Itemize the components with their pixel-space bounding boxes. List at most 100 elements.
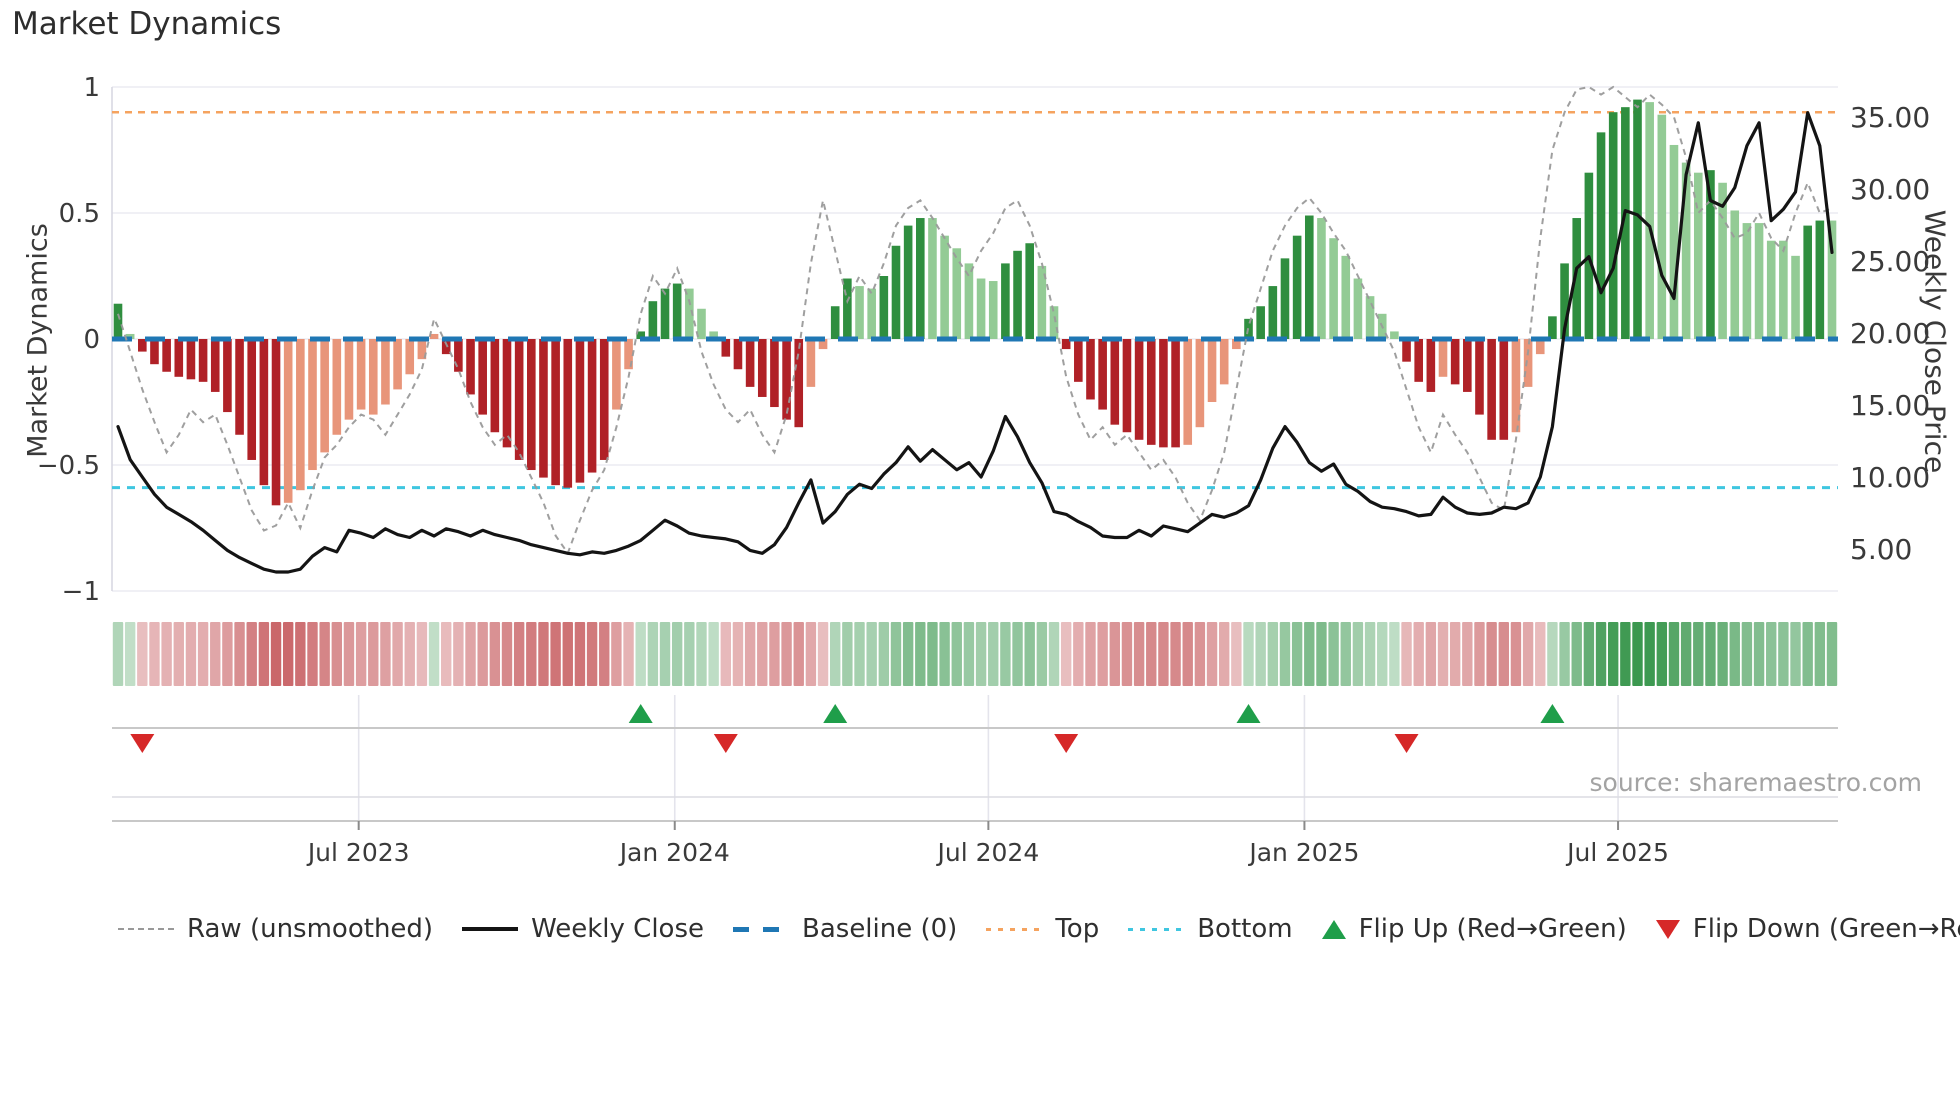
oscillator-bar [575,339,585,483]
oscillator-bar [1633,99,1642,339]
tri-down-swatch-icon [1655,919,1680,939]
oscillator-bar [988,281,998,339]
heatmap-cell [963,622,975,686]
heatmap-cell [599,622,610,686]
heatmap-cell [477,622,488,686]
heatmap-cell [793,622,804,686]
heatmap-cell [392,622,403,686]
flip-up-marker [823,704,848,723]
heatmap-cell [319,622,330,686]
heatmap-cell [1449,622,1461,686]
oscillator-bar [1122,339,1132,433]
oscillator-bar [1171,339,1180,448]
heatmap-cell [1352,622,1364,686]
oscillator-bar [1341,255,1351,339]
heatmap-cell [404,622,415,686]
heatmap-cell [1644,622,1655,686]
oscillator-bar [198,339,208,382]
oscillator-bar [1511,339,1521,433]
oscillator-bar [1718,182,1727,339]
heatmap-cell [1012,622,1023,686]
oscillator-bar [186,339,196,380]
oscillator-bar [915,218,925,339]
heatmap-cell [1705,622,1716,686]
oscillator-bar [235,339,244,435]
oscillator-bar [1681,162,1691,339]
flip-down-marker [130,734,155,753]
oscillator-bar [794,339,804,428]
heatmap-cell [197,622,209,686]
x-tick-label: Jul 2023 [306,838,410,867]
heatmap-cell [623,622,634,686]
oscillator-bar [1086,339,1095,400]
oscillator-bar [1621,107,1630,339]
heatmap-cell [757,622,768,686]
x-tick-label: Jul 2024 [936,838,1040,867]
heatmap-cell [671,622,683,686]
oscillator-bar [1292,235,1302,339]
oscillator-bar [1560,263,1569,339]
heatmap-cell [1474,622,1485,686]
source-credit: source: sharemaestro.com [1589,768,1923,797]
heatmap-cell [1158,622,1169,686]
left-tick-label: −0.5 [37,451,100,481]
heatmap-cell [854,622,865,686]
heatmap-cell [1109,622,1120,686]
legend-label: Top [1055,914,1100,944]
heatmap-cell [1401,622,1412,686]
oscillator-bar [441,339,451,355]
oscillator-bar [527,339,536,471]
oscillator-bar [162,339,171,372]
heatmap-cell [586,622,598,686]
oscillator-bar [1754,223,1764,339]
heatmap-cell [1121,622,1133,686]
right-tick-label: 5.00 [1850,533,1912,566]
oscillator-bar [1803,225,1812,339]
oscillator-bar [393,339,402,390]
solid-black-swatch-icon [462,927,519,931]
heatmap-cell [1741,622,1753,686]
oscillator-bar [502,339,512,448]
oscillator-bar [1329,238,1338,339]
oscillator-bar [259,339,269,486]
oscillator-bar [1438,339,1448,377]
heatmap-cell [574,622,586,686]
heatmap-cell [550,622,561,686]
heatmap-cell [1522,622,1534,686]
heatmap-cell [513,622,525,686]
heatmap-cell [890,622,902,686]
oscillator-bar [368,339,378,415]
oscillator-bar [1317,218,1326,339]
left-axis-label: Market Dynamics [22,223,54,458]
legend-label: Bottom [1197,914,1293,944]
heatmap-cell [538,622,549,686]
oscillator-bar [539,339,548,478]
heatmap-cell [562,622,573,686]
oscillator-bar [174,339,184,377]
heatmap-cell [234,622,245,686]
oscillator-bar [1195,339,1205,428]
oscillator-bar [1766,240,1776,339]
flip-up-marker [1540,704,1565,723]
oscillator-bar [1268,286,1278,339]
legend-label: Raw (unsmoothed) [187,914,434,944]
oscillator-bar [1183,339,1193,445]
right-tick-label: 35.00 [1850,101,1930,134]
heatmap-cell [939,622,950,686]
heatmap-cell [1729,622,1740,686]
oscillator-bar [1037,265,1047,339]
oscillator-bar [332,339,342,435]
oscillator-bar [1025,243,1035,339]
price-line [116,111,1834,574]
heatmap-cell [951,622,962,686]
heatmap-cell [282,622,294,686]
heatmap-cell [684,622,695,686]
heatmap-cell [1413,622,1424,686]
heatmap-cell [1048,622,1060,686]
oscillator-bar [891,245,901,339]
heatmap-cell [1717,622,1728,686]
heatmap-cell [246,622,257,686]
oscillator-bar [1232,339,1241,350]
oscillator-bar [283,339,293,503]
